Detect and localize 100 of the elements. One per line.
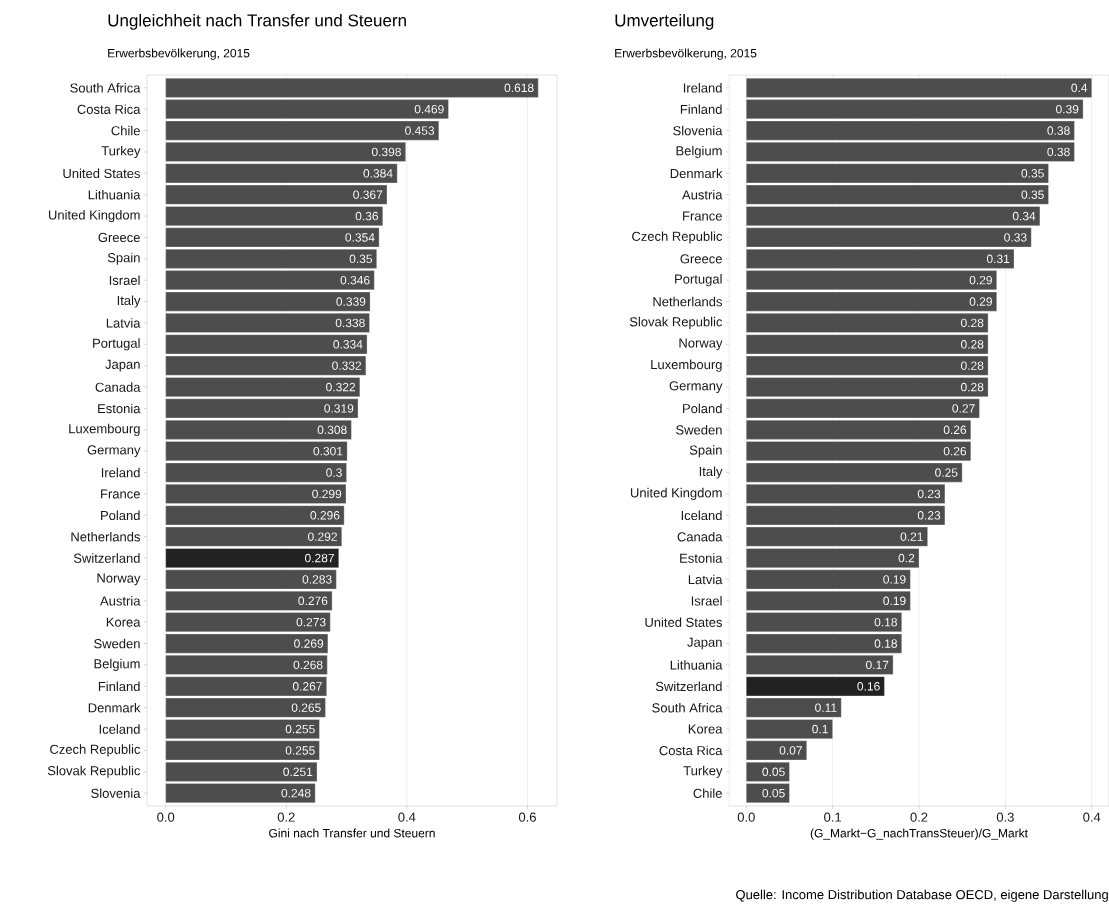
data-label: 0.28 <box>961 318 984 328</box>
y-tick-label: Finland <box>680 104 722 114</box>
y-tick-label: Austria <box>100 596 141 606</box>
data-label: 0.16 <box>857 682 880 691</box>
data-label: 0.2 <box>898 553 915 563</box>
y-tick-label: Netherlands <box>653 296 722 307</box>
data-label: 0.36 <box>355 211 379 221</box>
data-label: 0.334 <box>333 340 363 349</box>
y-tick-label: Czech Republic <box>632 231 723 244</box>
x-tick-label: 0.4 <box>1083 812 1101 822</box>
y-tick-label: Costa Rica <box>659 745 723 756</box>
x-axis-title: Gini nach Transfer und Steuern <box>269 828 435 838</box>
y-tick-label: Iceland <box>681 510 722 521</box>
y-tick-label: Israel <box>691 596 722 606</box>
data-label: 0.34 <box>1012 211 1036 221</box>
x-tick-label: 0.0 <box>157 812 175 822</box>
y-tick-label: Slovenia <box>91 788 141 798</box>
y-tick-label: Japan <box>687 637 722 650</box>
y-tick-label: Sweden <box>676 425 722 435</box>
y-tick-label: Belgium <box>94 658 140 671</box>
data-label: 0.07 <box>779 746 802 755</box>
y-tick-label: Chile <box>693 788 722 798</box>
data-label: 0.287 <box>304 553 334 563</box>
y-tick-label: Slovak Republic <box>47 765 141 778</box>
y-tick-label: Estonia <box>98 403 141 414</box>
x-tick-label: 0.3 <box>996 812 1014 822</box>
y-tick-label: Turkey <box>101 145 141 158</box>
x-tick-label: 0.4 <box>398 812 416 822</box>
y-tick-label: Italy <box>699 466 723 479</box>
x-tick-label: 0.1 <box>824 812 842 822</box>
data-label: 0.1 <box>812 724 828 734</box>
y-tick-label: Canada <box>677 531 723 542</box>
data-label: 0.18 <box>874 617 897 627</box>
data-label: 0.292 <box>307 532 337 541</box>
y-tick-label: Switzerland <box>655 681 722 692</box>
y-tick-label: Estonia <box>680 553 723 563</box>
data-label: 0.296 <box>310 511 340 520</box>
y-tick-label: Israel <box>109 275 140 285</box>
y-tick-label: Costa Rica <box>77 104 141 114</box>
y-tick-label: Poland <box>683 403 722 414</box>
data-label: 0.255 <box>285 746 315 755</box>
y-tick-label: Germany <box>87 445 141 458</box>
y-tick-label: France <box>101 489 140 499</box>
data-label: 0.19 <box>883 596 906 606</box>
chart-subtitle: Erwerbsbevölkerung, 2015 <box>108 48 250 60</box>
y-tick-label: Norway <box>97 573 141 586</box>
y-tick-label: Korea <box>106 617 141 627</box>
data-label: 0.283 <box>302 575 332 584</box>
y-tick-label: Switzerland <box>73 553 140 563</box>
data-label: 0.308 <box>317 425 347 435</box>
data-label: 0.31 <box>986 254 1010 264</box>
y-tick-label: Greece <box>680 254 722 264</box>
data-label: 0.319 <box>324 404 354 413</box>
data-label: 0.251 <box>283 767 313 777</box>
data-label: 0.269 <box>294 639 324 648</box>
y-tick-label: Lithuania <box>670 660 723 670</box>
y-tick-label: Finland <box>98 681 140 692</box>
x-tick-label: 0.0 <box>737 812 755 822</box>
data-label: 0.367 <box>353 190 383 199</box>
x-tick-label: 0.2 <box>910 812 928 822</box>
data-label: 0.338 <box>335 318 365 328</box>
data-label: 0.35 <box>1021 169 1044 178</box>
data-label: 0.276 <box>298 596 328 606</box>
data-label: 0.35 <box>349 254 373 264</box>
y-tick-label: Iceland <box>99 724 140 734</box>
y-tick-label: Belgium <box>676 145 722 158</box>
data-label: 0.301 <box>313 446 343 456</box>
data-label: 0.248 <box>281 788 311 798</box>
y-tick-label: Spain <box>107 252 140 265</box>
y-tick-label: Austria <box>682 189 723 200</box>
data-label: 0.267 <box>292 682 322 691</box>
data-label: 0.18 <box>874 639 897 648</box>
y-tick-label: Latvia <box>106 318 141 328</box>
data-label: 0.38 <box>1047 126 1070 135</box>
data-label: 0.453 <box>405 126 435 135</box>
y-tick-label: Latvia <box>688 574 723 585</box>
data-label: 0.354 <box>345 233 375 242</box>
y-tick-label: United Kingdom <box>48 210 140 223</box>
y-tick-label: Italy <box>117 295 141 308</box>
data-label: 0.25 <box>935 468 958 477</box>
data-label: 0.4 <box>1071 83 1088 93</box>
data-label: 0.384 <box>363 169 393 178</box>
y-tick-label: Portugal <box>93 338 140 351</box>
y-tick-label: Portugal <box>675 274 722 287</box>
data-label: 0.3 <box>326 468 342 477</box>
data-label: 0.28 <box>961 361 984 370</box>
x-tick-label: 0.2 <box>277 812 295 822</box>
y-tick-label: United Kingdom <box>630 487 722 500</box>
data-label: 0.332 <box>332 361 362 370</box>
y-tick-label: Chile <box>111 125 140 136</box>
data-label: 0.273 <box>296 617 326 627</box>
y-tick-label: Sweden <box>94 638 140 649</box>
data-label: 0.398 <box>371 147 401 157</box>
y-tick-label: South Africa <box>70 83 141 93</box>
y-tick-label: Slovak Republic <box>629 316 723 329</box>
y-tick-label: Denmark <box>88 702 141 713</box>
data-label: 0.618 <box>504 83 534 93</box>
y-tick-label: Poland <box>101 510 140 521</box>
data-label: 0.255 <box>285 724 315 734</box>
y-tick-label: Luxembourg <box>69 423 140 436</box>
